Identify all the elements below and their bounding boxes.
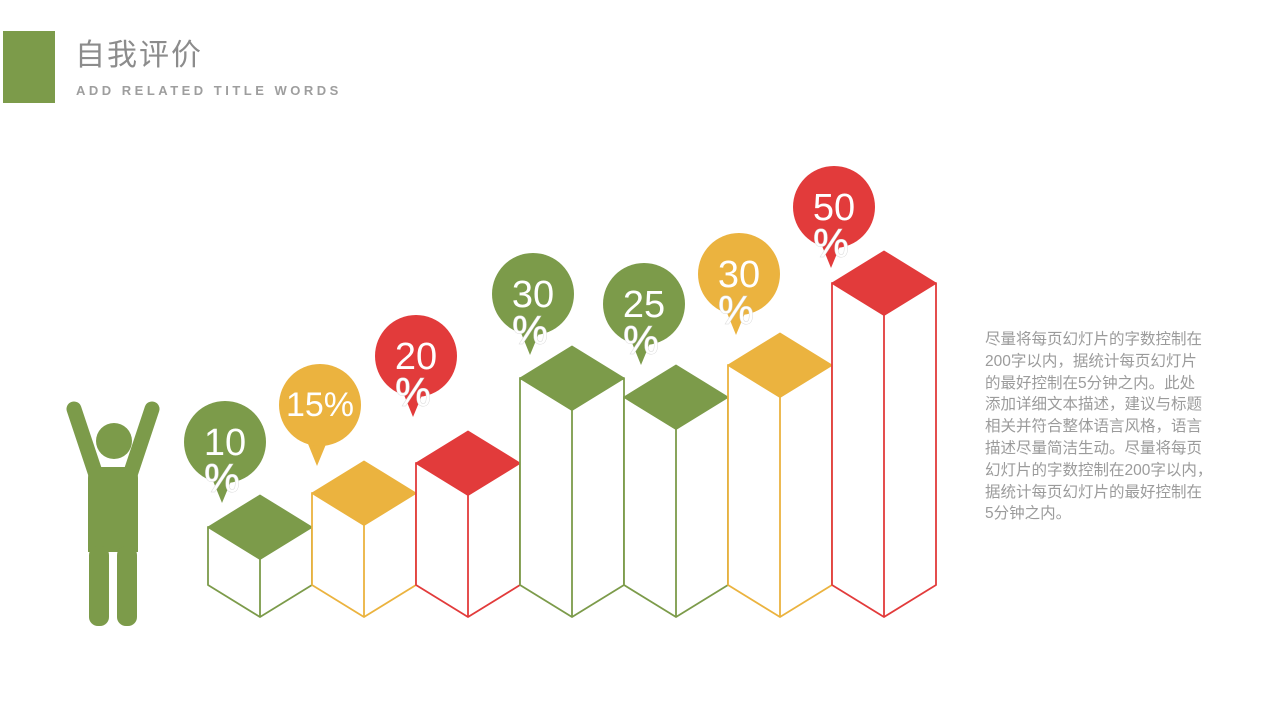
bar-top-face: [311, 460, 417, 526]
balloon-circle: [793, 166, 875, 248]
person-celebrating-icon: [66, 401, 160, 626]
balloon-percent-sign: %: [813, 222, 849, 266]
bar-column-20%: [415, 430, 521, 618]
balloon-value: 30: [718, 254, 760, 296]
bar-top-face: [519, 345, 625, 411]
bar-top-face: [727, 332, 833, 398]
bar-column-10%: [207, 494, 313, 618]
balloon-circle: [492, 253, 574, 335]
percentage-balloon-50%: 50%: [793, 166, 875, 268]
percentage-balloon-10%: 10%: [184, 401, 266, 503]
balloon-value: 10: [204, 422, 246, 464]
person-right-arm: [123, 401, 160, 480]
bar-column-30%: [727, 332, 833, 618]
balloon-circle: [698, 233, 780, 315]
balloon-percent-sign: %: [512, 309, 548, 353]
percentage-balloon-30%: 30%: [698, 233, 780, 335]
description-text: 尽量将每页幻灯片的字数控制在 200字以内，据统计每页幻灯片 的最好控制在5分钟…: [985, 331, 1213, 523]
person-head: [96, 423, 132, 459]
percentage-balloon-30%: 30%: [492, 253, 574, 355]
bar-column-25%: [623, 364, 729, 618]
balloon-value: 15%: [286, 386, 354, 424]
bar-column-50%: [831, 250, 937, 618]
bar-top-face: [415, 430, 521, 496]
balloon-circle: [279, 364, 361, 446]
slide-header: 自我评价 ADD RELATED TITLE WORDS: [3, 31, 342, 103]
bar-top-face: [831, 250, 937, 316]
percentage-balloon-20%: 20%: [375, 315, 457, 417]
balloon-value: 50: [813, 187, 855, 229]
person-body: [88, 467, 138, 552]
page-title: 自我评价: [75, 39, 203, 72]
page-subtitle: ADD RELATED TITLE WORDS: [76, 83, 342, 98]
balloon-percent-sign: %: [204, 457, 240, 501]
balloon-percent-sign: %: [395, 371, 431, 415]
balloon-value: 30: [512, 274, 554, 316]
balloon-value: 25: [623, 284, 665, 326]
bar-column-15%: [311, 460, 417, 618]
percentage-balloon-15%: 15%: [279, 364, 361, 466]
accent-square: [3, 31, 55, 103]
percentage-balloon-25%: 25%: [603, 263, 685, 365]
bar-column-30%: [519, 345, 625, 618]
bar-top-face: [207, 494, 313, 560]
title-block: 自我评价 ADD RELATED TITLE WORDS: [75, 31, 342, 98]
balloon-circle: [603, 263, 685, 345]
balloon-value: 20: [395, 336, 437, 378]
balloon-percent-sign: %: [623, 319, 659, 363]
person-left-arm: [66, 401, 103, 480]
person-left-leg: [89, 546, 109, 626]
person-right-leg: [117, 546, 137, 626]
balloon-circle: [375, 315, 457, 397]
bar-top-face: [623, 364, 729, 430]
balloon-circle: [184, 401, 266, 483]
balloon-percent-sign: %: [718, 289, 754, 333]
